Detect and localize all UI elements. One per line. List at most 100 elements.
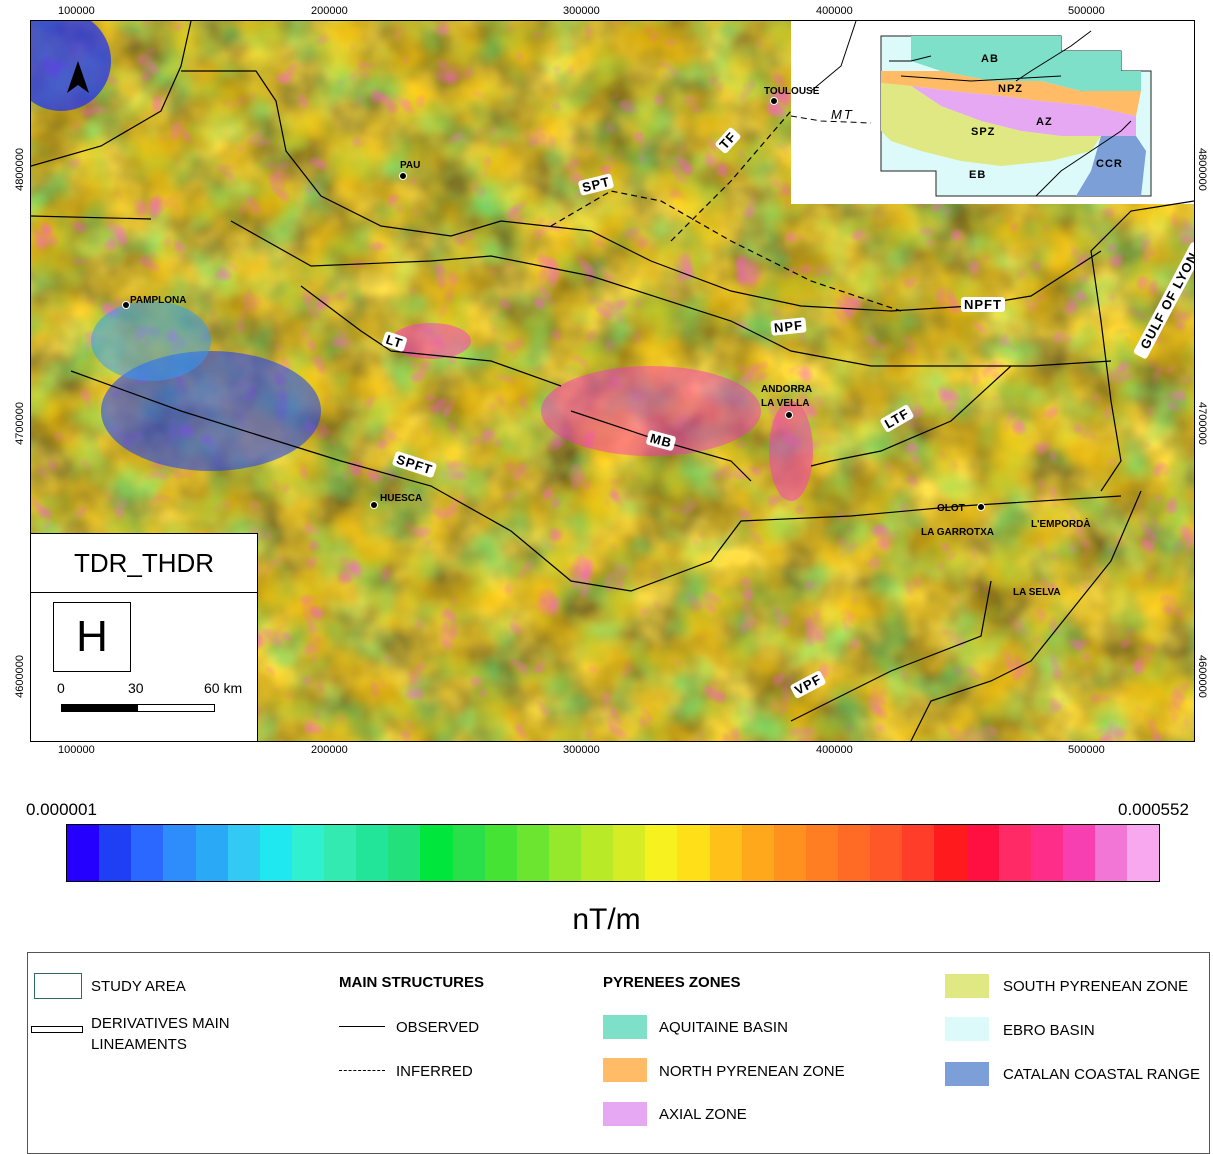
colorbar-bin	[1095, 825, 1128, 881]
colorbar-bin	[805, 825, 838, 881]
panel-letter: H	[53, 602, 131, 672]
legend-derivatives-line2: LINEAMENTS	[91, 1036, 187, 1053]
x-tick-bottom-200000: 200000	[311, 744, 348, 756]
colorbar-bin	[516, 825, 549, 881]
scale-label-30: 30	[128, 680, 144, 696]
city-label-andorra: ANDORRA	[761, 384, 813, 395]
x-tick-bottom-100000: 100000	[58, 744, 95, 756]
colorbar-bin	[131, 825, 164, 881]
colorbar-bin	[1030, 825, 1063, 881]
legend-aquitaine-swatch	[603, 1015, 647, 1039]
inset-zones	[790, 21, 1152, 197]
panel-title: TDR_THDR	[31, 534, 257, 593]
legend-inferred-line	[339, 1070, 385, 1071]
legend-observed: OBSERVED	[396, 1019, 480, 1036]
legend-south-pyrenean: SOUTH PYRENEAN ZONE	[1003, 978, 1189, 995]
x-tick-bottom-500000: 500000	[1068, 744, 1105, 756]
city-label-pamplona: PAMPLONA	[130, 295, 187, 306]
city-dot-toulouse	[770, 97, 778, 105]
city-label-emporda: L'EMPORDÀ	[1031, 519, 1091, 530]
x-tick-top-100000: 100000	[58, 5, 95, 17]
inset-label-az: AZ	[1036, 116, 1053, 128]
city-label-huesca: HUESCA	[380, 493, 423, 504]
colorbar-bin	[67, 825, 100, 881]
inset-map: AB NPZ SPZ AZ EB CCR MT	[790, 21, 1194, 204]
legend-study-area: STUDY AREA	[91, 978, 186, 995]
colorbar-bin	[291, 825, 324, 881]
colorbar-bin	[452, 825, 485, 881]
inset-label-npz: NPZ	[998, 83, 1023, 95]
colorbar-bin	[356, 825, 389, 881]
colorbar-unit: nT/m	[572, 903, 641, 936]
x-tick-top-300000: 300000	[563, 5, 600, 17]
legend-main-structures: MAIN STRUCTURES	[339, 974, 484, 991]
colorbar-bin	[870, 825, 903, 881]
scale-label-0: 0	[57, 680, 65, 696]
scale-label-60km: 60 km	[204, 680, 243, 696]
legend-catalan: CATALAN COASTAL RANGE	[1003, 1066, 1200, 1083]
city-dot-olot	[977, 503, 985, 511]
x-tick-top-400000: 400000	[816, 5, 853, 17]
city-dot-pamplona	[122, 301, 130, 309]
legend-lineament-swatch	[31, 1026, 83, 1033]
scale-bar-black	[61, 704, 139, 712]
fault-label-npft: NPFT	[961, 297, 1005, 312]
colorbar-max: 0.000552	[1118, 800, 1189, 819]
colorbar-bin	[966, 825, 999, 881]
legend-pyrenees-zones: PYRENEES ZONES	[603, 974, 741, 991]
inset-label-ccr: CCR	[1096, 158, 1123, 170]
city-label-olot: OLOT	[937, 503, 965, 514]
colorbar-bin	[581, 825, 614, 881]
legend-aquitaine: AQUITAINE BASIN	[659, 1019, 788, 1036]
y-tick-right-4800000: 4800000	[1196, 148, 1208, 191]
legend-study-area-swatch	[34, 973, 82, 999]
colorbar-bin	[613, 825, 646, 881]
legend-north-pyrenean: NORTH PYRENEAN ZONE	[659, 1063, 845, 1080]
legend-ebro: EBRO BASIN	[1003, 1022, 1095, 1039]
city-label-la-selva: LA SELVA	[1013, 587, 1061, 598]
city-dot-pau	[399, 172, 407, 180]
inset-label-spz: SPZ	[971, 126, 996, 138]
colorbar-bin	[645, 825, 678, 881]
legend-axial: AXIAL ZONE	[659, 1106, 747, 1123]
colorbar-bin	[99, 825, 132, 881]
colorbar-bin	[773, 825, 806, 881]
legend-inferred: INFERRED	[396, 1063, 473, 1080]
colorbar-bin	[741, 825, 774, 881]
colorbar-min: 0.000001	[26, 800, 97, 819]
x-tick-top-500000: 500000	[1068, 5, 1105, 17]
inset-label-eb: EB	[969, 169, 987, 181]
colorbar-bin	[1062, 825, 1095, 881]
colorbar-bin	[902, 825, 935, 881]
legend-catalan-swatch	[945, 1062, 989, 1086]
colorbar-bin	[838, 825, 871, 881]
scale-bar-white	[137, 704, 215, 712]
x-tick-bottom-300000: 300000	[563, 744, 600, 756]
colorbar-bin	[1127, 825, 1160, 881]
colorbar-bin	[259, 825, 292, 881]
city-label-pau: PAU	[400, 160, 421, 171]
city-dot-andorra	[785, 411, 793, 419]
y-tick-left-4700000: 4700000	[14, 402, 26, 445]
legend-ebro-swatch	[945, 1017, 989, 1041]
y-tick-left-4600000: 4600000	[14, 655, 26, 698]
colorbar-bin	[324, 825, 357, 881]
legend-box: STUDY AREA DERIVATIVES MAIN LINEAMENTS M…	[27, 952, 1210, 1154]
inset-label-mt: MT	[831, 107, 854, 122]
colorbar-bin	[677, 825, 710, 881]
legend-derivatives-line1: DERIVATIVES MAIN	[91, 1015, 230, 1032]
colorbar-bin	[227, 825, 260, 881]
colorbar-bin	[484, 825, 517, 881]
colorbar-bin	[388, 825, 421, 881]
colorbar-bin	[934, 825, 967, 881]
x-tick-top-200000: 200000	[311, 5, 348, 17]
y-tick-left-4800000: 4800000	[14, 148, 26, 191]
colorbar-bin	[548, 825, 581, 881]
y-tick-right-4600000: 4600000	[1196, 655, 1208, 698]
legend-south-pyrenean-swatch	[945, 974, 989, 998]
colorbar-bin	[195, 825, 228, 881]
colorbar	[66, 824, 1160, 882]
colorbar-bin	[420, 825, 453, 881]
colorbar-bin	[709, 825, 742, 881]
x-tick-bottom-400000: 400000	[816, 744, 853, 756]
